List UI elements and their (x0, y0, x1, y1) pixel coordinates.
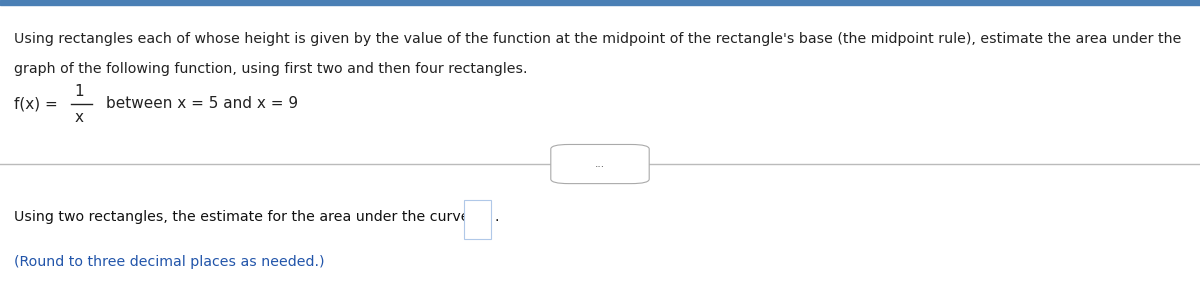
Text: ...: ... (595, 159, 605, 169)
Text: x: x (74, 110, 84, 125)
Text: .: . (494, 210, 499, 224)
Text: Using rectangles each of whose height is given by the value of the function at t: Using rectangles each of whose height is… (14, 32, 1182, 46)
Bar (0, 0, 1200, 5)
FancyBboxPatch shape (464, 200, 491, 239)
Text: Using two rectangles, the estimate for the area under the curve is: Using two rectangles, the estimate for t… (14, 210, 491, 224)
Text: 1: 1 (74, 84, 84, 99)
Text: graph of the following function, using first two and then four rectangles.: graph of the following function, using f… (14, 62, 528, 76)
Text: f(x) =: f(x) = (14, 96, 64, 111)
FancyBboxPatch shape (551, 144, 649, 184)
Text: between x = 5 and x = 9: between x = 5 and x = 9 (106, 96, 298, 111)
Text: (Round to three decimal places as needed.): (Round to three decimal places as needed… (14, 255, 325, 269)
